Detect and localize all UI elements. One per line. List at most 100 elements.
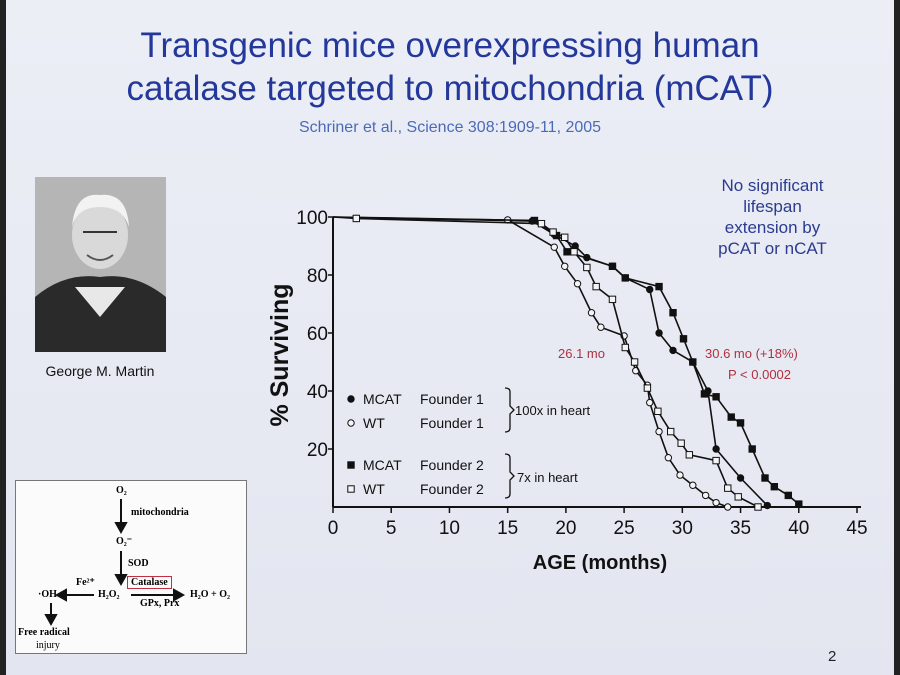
- x-tick-label: 0: [328, 518, 339, 539]
- note-line: extension by: [724, 218, 821, 237]
- series-mcat-founder-2: [332, 216, 803, 508]
- data-point: [583, 263, 591, 272]
- data-point: [679, 335, 688, 343]
- data-point: [621, 343, 629, 352]
- x-tick-label: 45: [846, 518, 867, 539]
- data-point: [712, 393, 720, 401]
- legend-label-type: WT: [363, 415, 385, 431]
- mitochondria-label: mitochondria: [131, 507, 189, 518]
- data-point: [712, 445, 720, 453]
- legend-bracket: [504, 387, 515, 433]
- data-point: [621, 274, 629, 282]
- data-point: [770, 483, 779, 491]
- data-point: [587, 309, 596, 317]
- superoxide-label: O₂⁻: [116, 536, 133, 547]
- legend-label-founder: Founder 1: [420, 415, 484, 431]
- citation: Schriner et al., Science 308:1909-11, 20…: [298, 119, 602, 136]
- data-point: [654, 407, 662, 416]
- data-point: [573, 280, 582, 288]
- x-tick-label: 10: [439, 518, 460, 539]
- catalase-label: Catalase: [127, 576, 172, 589]
- right-border: [894, 0, 900, 675]
- data-point: [592, 282, 600, 291]
- data-point: [669, 346, 677, 355]
- data-point: [689, 481, 697, 489]
- note-line: lifespan: [743, 197, 802, 216]
- data-point: [669, 309, 677, 317]
- data-point: [630, 358, 639, 366]
- x-tick-label: 35: [730, 518, 751, 539]
- data-point: [655, 427, 663, 436]
- legend-label-type: WT: [363, 481, 385, 497]
- legend-marker: [347, 395, 355, 403]
- data-point: [736, 419, 745, 427]
- fe-label: Fe²⁺: [76, 577, 95, 588]
- y-tick-label: 100: [296, 208, 328, 229]
- data-point: [795, 500, 803, 508]
- injury-label-2: injury: [36, 640, 60, 651]
- data-point: [655, 329, 663, 337]
- data-point: [655, 282, 663, 291]
- ros-pathway-diagram: O₂ mitochondria O₂⁻ SOD Fe²⁺ ·OH H₂O₂ Ca…: [15, 480, 247, 654]
- legend: MCAT Founder 1 WT Founder 1 MCAT Founder…: [347, 387, 591, 499]
- series-marks: [332, 214, 803, 511]
- data-point: [677, 439, 685, 447]
- x-tick-label: 40: [788, 518, 809, 539]
- y-tick-label: 60: [307, 324, 328, 345]
- data-point: [784, 491, 792, 500]
- legend-bracket: [504, 453, 515, 499]
- data-point: [608, 262, 617, 271]
- x-tick-label: 25: [614, 518, 635, 539]
- y-axis-label: % Surviving: [266, 283, 294, 426]
- data-point: [352, 214, 360, 223]
- data-point: [724, 503, 732, 511]
- legend-marker: [347, 461, 355, 469]
- wt-median-label: 26.1 mo: [558, 346, 605, 361]
- hydroxyl-label: ·OH: [38, 589, 57, 600]
- data-point: [597, 323, 605, 331]
- note-text: No significant lifespan extension by pCA…: [690, 175, 855, 259]
- y-tick-label: 40: [307, 382, 328, 403]
- x-tick-label: 20: [555, 518, 576, 539]
- data-point: [550, 243, 558, 251]
- x-tick-label: 30: [672, 518, 693, 539]
- data-point: [685, 451, 694, 459]
- data-point: [549, 228, 557, 236]
- data-point: [734, 493, 742, 501]
- data-point: [763, 501, 772, 510]
- series-wt-founder-2: [352, 214, 762, 511]
- data-point: [646, 285, 654, 294]
- data-point: [570, 248, 578, 256]
- data-point: [761, 474, 769, 482]
- mcat-median-label: 30.6 mo (+18%): [705, 346, 798, 361]
- axes: 0 5 10 15 20 25 30 35 40 45 20 40 60 80 100: [296, 208, 867, 539]
- sod-label: SOD: [128, 558, 149, 569]
- left-border: [0, 0, 6, 675]
- products-label: H₂O + O₂: [190, 589, 231, 600]
- page-number: 2: [828, 648, 837, 665]
- legend-label-founder: Founder 2: [420, 481, 484, 497]
- y-tick-label: 20: [307, 440, 328, 461]
- data-point: [608, 295, 617, 304]
- data-point: [537, 219, 546, 228]
- group-label: 7x in heart: [517, 470, 578, 485]
- data-point: [561, 233, 569, 242]
- data-point: [664, 454, 673, 462]
- data-point: [643, 384, 652, 392]
- data-point: [724, 484, 732, 492]
- legend-label-founder: Founder 2: [420, 457, 484, 473]
- data-point: [700, 390, 709, 398]
- legend-label-type: MCAT: [363, 391, 402, 407]
- data-point: [701, 491, 710, 500]
- o2-label: O₂: [116, 485, 127, 496]
- series-line: [356, 217, 759, 508]
- slide-title-line2: catalase targeted to mitochondria (mCAT): [126, 69, 774, 108]
- h2o2-label: H₂O₂: [98, 589, 120, 600]
- x-tick-label: 15: [497, 518, 518, 539]
- data-point: [712, 498, 720, 507]
- data-point: [748, 445, 756, 453]
- group-label: 100x in heart: [515, 403, 591, 418]
- note-line: No significant: [721, 176, 824, 195]
- injury-label: Free radical: [18, 627, 70, 638]
